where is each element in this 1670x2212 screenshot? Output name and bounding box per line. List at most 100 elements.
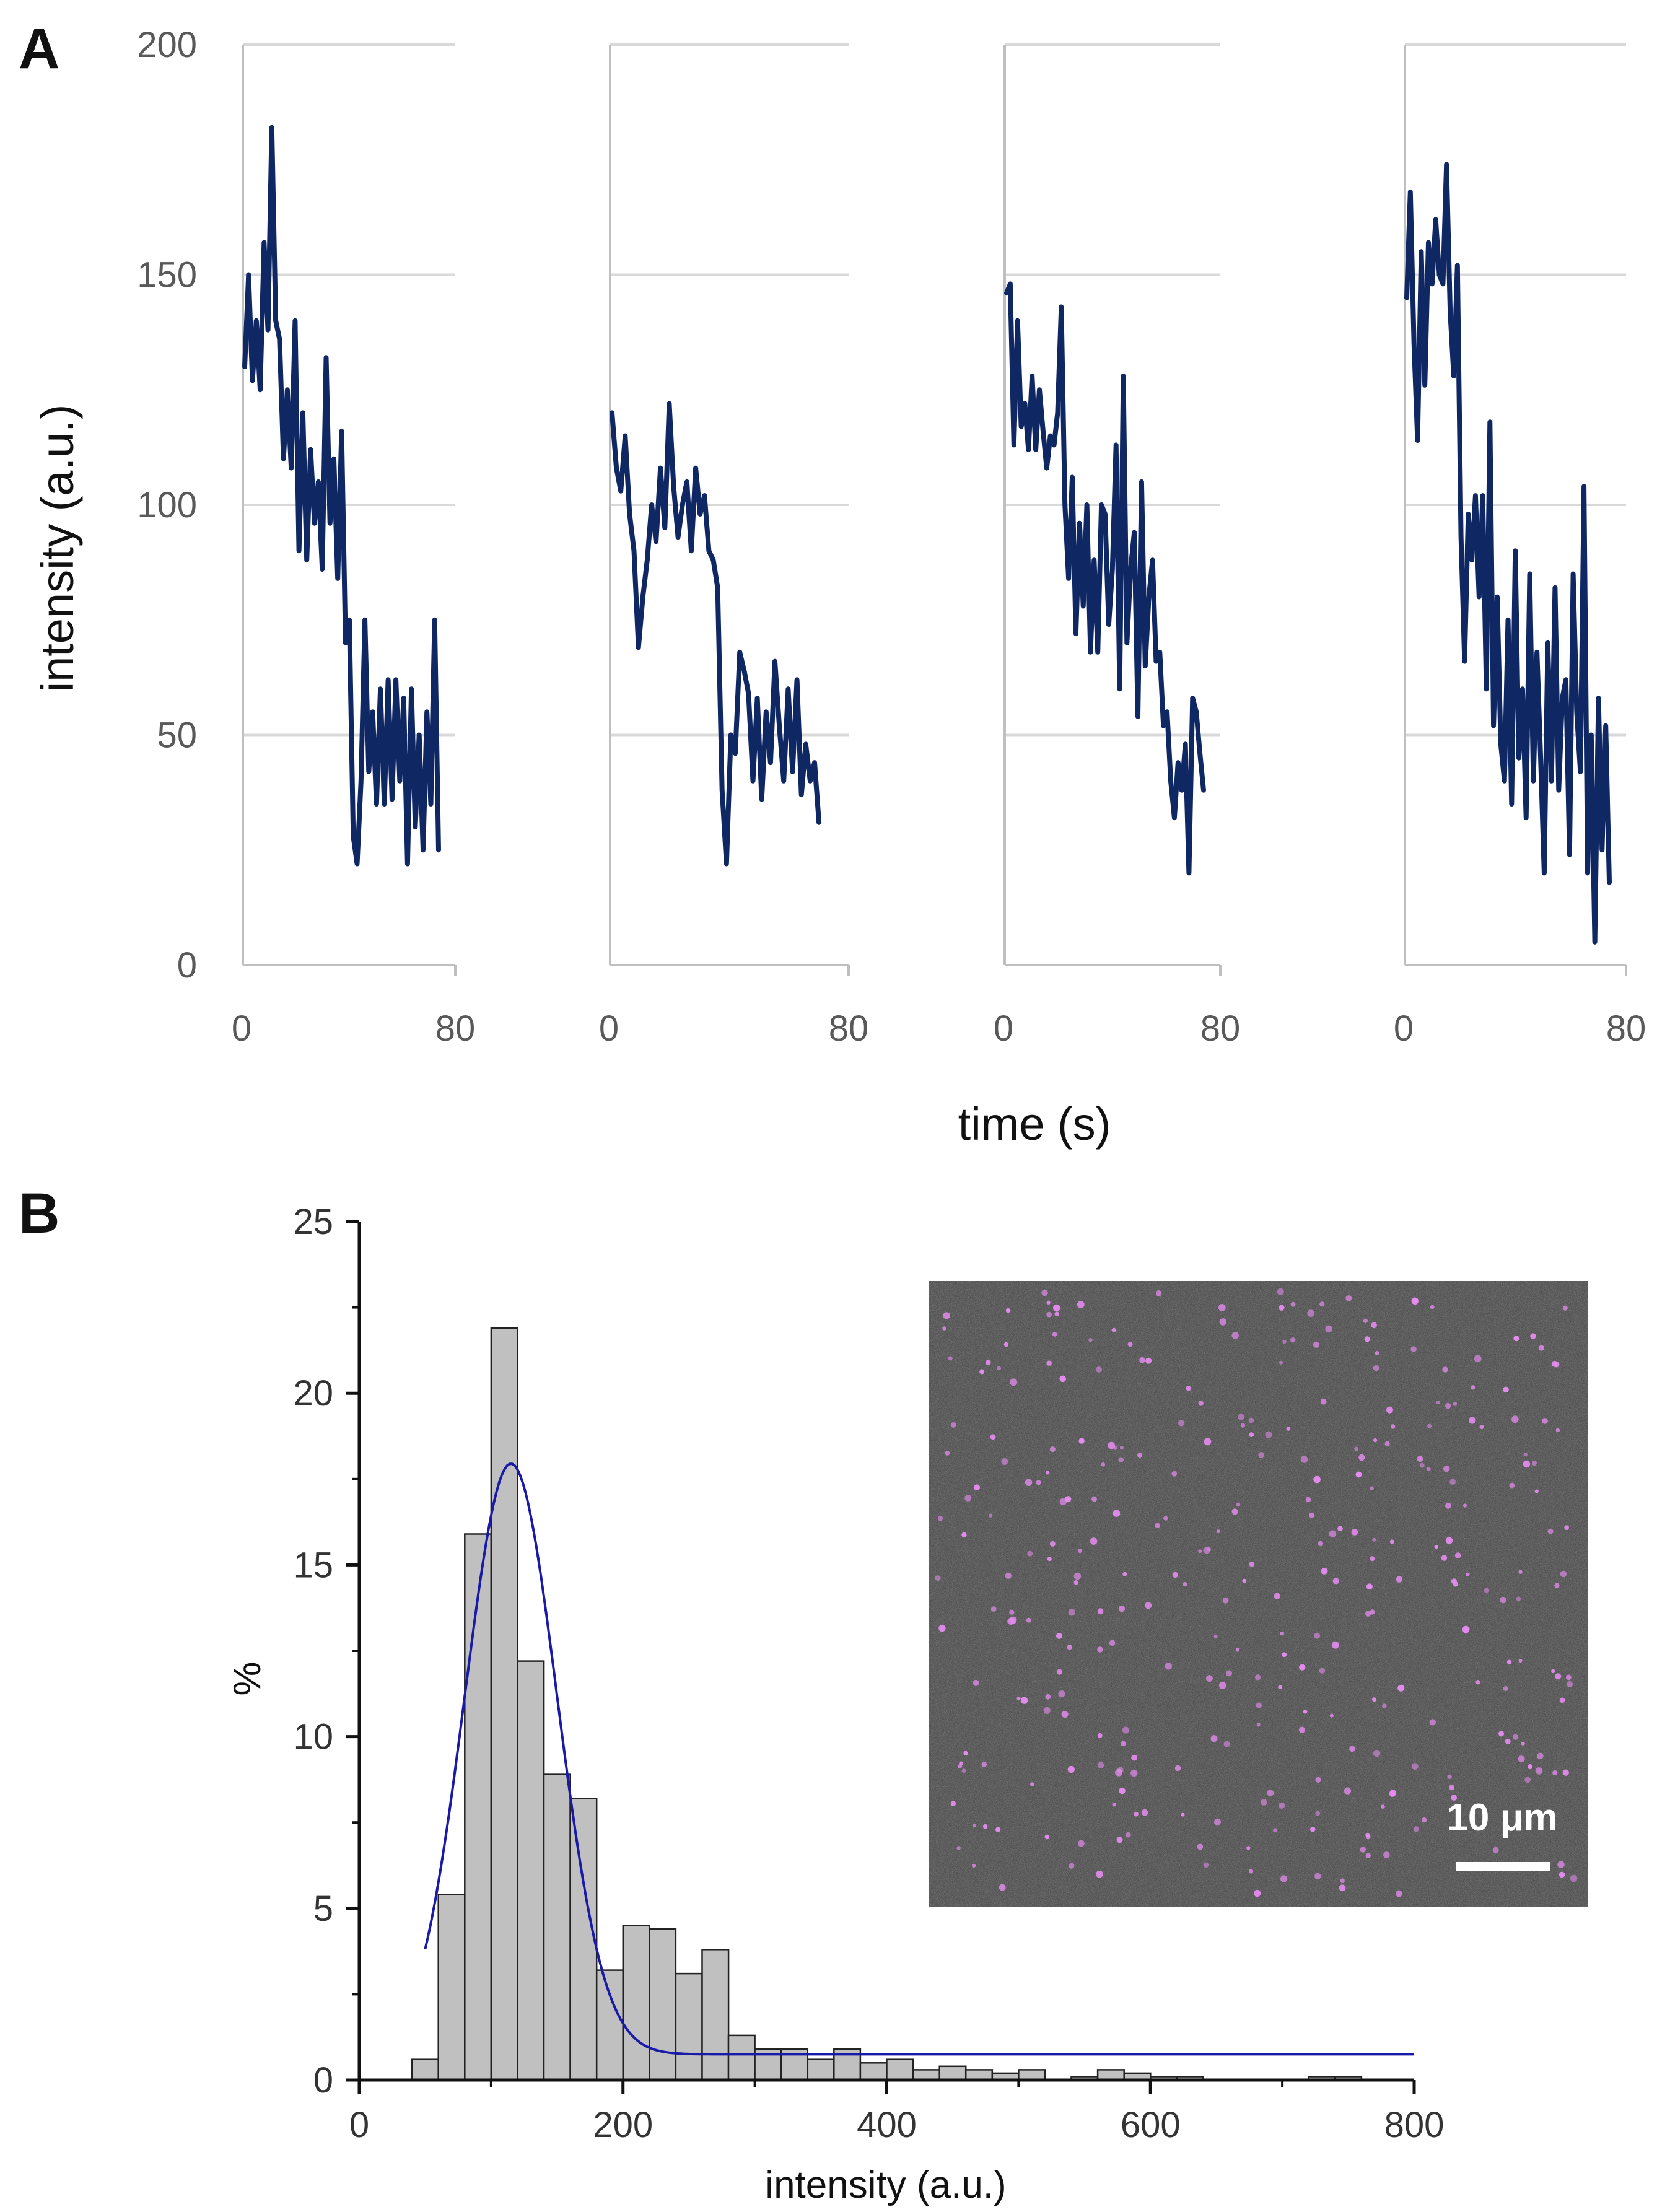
fluorescent-spot	[1471, 1385, 1475, 1390]
fluorescent-spot	[1273, 1828, 1278, 1833]
fluorescent-spot	[1315, 1811, 1321, 1816]
fluorescent-spot	[1325, 1325, 1332, 1333]
fluorescent-spot	[1427, 1423, 1432, 1428]
fluorescent-spot	[1475, 1680, 1480, 1685]
fluorescent-spot	[971, 1863, 976, 1868]
fluorescent-spot	[1088, 1337, 1093, 1342]
fluorescent-spot	[1052, 1332, 1057, 1337]
fluorescent-spot	[1165, 1663, 1172, 1670]
fluorescent-spot	[1319, 1668, 1326, 1674]
fluorescent-spot	[990, 1434, 996, 1440]
fluorescent-spot	[1056, 1669, 1063, 1675]
fluorescent-spot	[1027, 1550, 1033, 1557]
fluorescent-spot	[1547, 1528, 1554, 1534]
fluorescent-spot	[1231, 1332, 1239, 1339]
fluorescent-spot	[1131, 1754, 1137, 1761]
fluorescent-spot	[1145, 1602, 1152, 1609]
fluorescent-spot	[1069, 1863, 1075, 1869]
fluorescent-spot	[1500, 1596, 1506, 1604]
fluorescent-spot	[1222, 1597, 1229, 1604]
fluorescent-spot	[1454, 1552, 1461, 1558]
histogram-bar	[437, 1894, 466, 2081]
fluorescent-spot	[1559, 1697, 1565, 1703]
fluorescent-spot	[990, 1606, 997, 1612]
fluorescent-spot	[1203, 1862, 1209, 1868]
fluorescent-spot	[1321, 1567, 1328, 1575]
fluorescent-spot	[1130, 1769, 1138, 1777]
fluorescent-spot	[1207, 1547, 1212, 1552]
fluorescent-spot	[1534, 1489, 1539, 1493]
x-tick-label: 0	[599, 1008, 619, 1049]
fluorescent-spot	[1119, 1446, 1124, 1450]
fluorescent-spot	[1020, 1697, 1028, 1704]
fluorescent-spot	[1535, 1767, 1543, 1775]
fluorescent-spot	[1045, 1694, 1051, 1700]
fluorescent-spot	[1261, 1799, 1267, 1806]
fluorescent-spot	[1521, 1741, 1525, 1746]
fluorescent-spot	[1101, 1462, 1106, 1467]
fluorescent-spot	[1329, 1713, 1334, 1718]
fluorescent-spot	[1236, 1502, 1241, 1507]
fluorescent-spot	[995, 1827, 1001, 1832]
fluorescent-spot	[1118, 1605, 1126, 1612]
fluorescent-spot	[1145, 1357, 1152, 1364]
fluorescent-spot	[1119, 1787, 1126, 1795]
fluorescent-spot	[1248, 1417, 1254, 1423]
panel-label-b: B	[19, 1182, 59, 1245]
fluorescent-spot	[981, 1762, 987, 1767]
fluorescent-spot	[1318, 1541, 1324, 1547]
fluorescent-spot	[1366, 1583, 1373, 1590]
fluorescent-spot	[1564, 1525, 1570, 1531]
fluorescent-spot	[1303, 1710, 1308, 1714]
fluorescent-spot	[1365, 1853, 1371, 1858]
fluorescent-spot	[1226, 1670, 1233, 1677]
fluorescent-spot	[1375, 1351, 1379, 1355]
fluorescent-spot	[1246, 1846, 1251, 1850]
fluorescent-spot	[942, 1326, 946, 1331]
fluorescent-spot	[1097, 1762, 1104, 1768]
fluorescent-spot	[1254, 1889, 1261, 1897]
x-tick-label: 0	[349, 2105, 369, 2145]
fluorescent-spot	[1451, 1795, 1458, 1801]
fluorescent-spot	[1462, 1503, 1467, 1508]
fluorescent-spot	[1046, 1300, 1051, 1305]
fluorescent-spot	[1445, 1502, 1451, 1509]
histogram-bar	[517, 1660, 545, 2081]
fluorescent-spot	[1331, 1641, 1339, 1649]
fluorescent-spot	[1332, 1578, 1339, 1585]
fluorescent-spot	[1198, 1401, 1204, 1406]
fluorescent-spot	[1383, 1851, 1390, 1858]
fluorescent-spot	[1313, 1341, 1319, 1348]
fluorescent-spot	[1307, 1309, 1314, 1317]
histogram-bar	[622, 1925, 650, 2081]
fluorescent-spot	[1073, 1580, 1079, 1585]
fluorescent-spot	[1363, 1318, 1368, 1323]
fluorescent-spot	[1045, 1470, 1050, 1475]
fluorescent-spot	[1443, 1465, 1450, 1472]
fluorescent-spot	[1351, 1529, 1358, 1536]
fluorescent-spot	[1090, 1537, 1098, 1545]
fluorescent-spot	[1231, 1508, 1238, 1515]
fluorescent-spot	[1111, 1327, 1116, 1332]
fluorescent-spot	[1113, 1510, 1121, 1517]
fluorescent-spot	[1474, 1355, 1482, 1363]
fluorescent-spot	[1238, 1414, 1244, 1420]
fluorescent-spot	[1218, 1304, 1226, 1311]
fluorescent-spot	[1381, 1804, 1385, 1809]
fluorescent-spot	[1552, 1770, 1558, 1776]
fluorescent-spot	[1370, 1609, 1375, 1615]
fluorescent-spot	[1484, 1588, 1489, 1593]
fluorescent-spot	[1509, 1482, 1515, 1489]
fluorescent-spot	[1155, 1523, 1160, 1528]
y-tick-label: 0	[313, 2060, 333, 2101]
fluorescent-spot	[963, 1751, 968, 1755]
fluorescent-spot	[1449, 1479, 1456, 1485]
fluorescent-spot	[1453, 1402, 1458, 1406]
fluorescent-spot	[1053, 1304, 1060, 1312]
fluorescent-spot	[1314, 1873, 1321, 1880]
fluorescent-spot	[1445, 1402, 1451, 1409]
fluorescent-spot	[1061, 1711, 1069, 1718]
fluorescent-spot	[1445, 1537, 1453, 1544]
fluorescent-spot	[1449, 1785, 1455, 1791]
